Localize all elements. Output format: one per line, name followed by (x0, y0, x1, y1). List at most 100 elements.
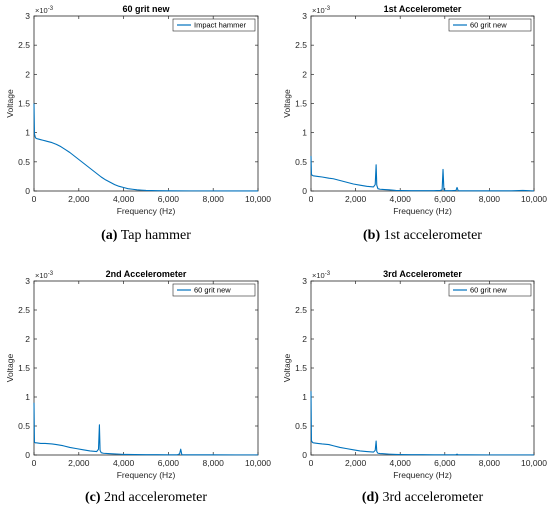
legend: Impact hammer (172, 18, 256, 32)
x-tick-label: 0 (309, 458, 314, 468)
x-tick-label: 2,000 (68, 194, 90, 204)
panel-caption-text: 1st accelerometer (380, 228, 482, 243)
panel-caption-text: 2nd accelerometer (101, 490, 208, 505)
x-tick-label: 10,000 (521, 194, 547, 204)
panel-caption: (a) Tap hammer (101, 228, 191, 243)
y-tick-label: 1.5 (18, 363, 30, 373)
legend-entry: 60 grit new (470, 21, 507, 30)
panel-caption: (c) 2nd accelerometer (85, 490, 207, 505)
x-tick-label: 8,000 (479, 194, 501, 204)
plot-area (310, 280, 535, 456)
y-tick-label: 1.5 (18, 99, 30, 109)
y-tick-label: 1 (302, 392, 307, 402)
legend-entry: 60 grit new (470, 286, 507, 295)
y-tick-label: 0 (25, 450, 30, 460)
y-tick-label: 1 (302, 128, 307, 138)
y-tick-label: 2 (25, 334, 30, 344)
x-tick-label: 10,000 (245, 458, 271, 468)
chart-title: 60 grit new (122, 4, 170, 14)
legend-box (172, 283, 256, 297)
x-tick-label: 2,000 (345, 458, 367, 468)
chart-title: 3rd Accelerometer (383, 269, 462, 279)
x-tick-label: 6,000 (158, 194, 180, 204)
x-tick-label: 8,000 (203, 458, 225, 468)
y-tick-label: 1.5 (295, 99, 307, 109)
y-tick-label: 2.5 (18, 40, 30, 50)
y-tick-label: 3 (25, 276, 30, 286)
series-line-1 (310, 155, 535, 192)
y-axis-label: Voltage (5, 89, 15, 118)
y-axis-label: Voltage (282, 89, 292, 118)
y-tick-label: 0.5 (295, 421, 307, 431)
plot-area (310, 15, 535, 192)
panel-caption-label: (a) (101, 228, 118, 243)
y-tick-label: 2 (302, 334, 307, 344)
legend-entry: 60 grit new (194, 286, 231, 295)
y-tick-label: 0 (302, 186, 307, 196)
y-exponent-label: ×10-3 (312, 6, 331, 15)
y-tick-label: 0.5 (18, 157, 30, 167)
panel-caption-text: Tap hammer (117, 228, 191, 243)
x-tick-label: 0 (32, 458, 37, 468)
y-tick-label: 1 (25, 392, 30, 402)
y-axis-label: Voltage (5, 354, 15, 383)
legend-box (448, 283, 532, 297)
x-tick-label: 10,000 (521, 458, 547, 468)
y-tick-label: 3 (25, 11, 30, 21)
x-tick-label: 4,000 (113, 458, 135, 468)
chart-title: 2nd Accelerometer (106, 269, 187, 279)
x-axis-label: Frequency (Hz) (117, 470, 176, 480)
x-tick-label: 8,000 (203, 194, 225, 204)
panel-caption: (d) 3rd accelerometer (362, 490, 484, 505)
legend: 60 grit new (448, 18, 532, 32)
y-tick-label: 0.5 (18, 421, 30, 431)
y-tick-label: 0.5 (295, 157, 307, 167)
y-tick-label: 0 (302, 450, 307, 460)
x-tick-label: 8,000 (479, 458, 501, 468)
x-tick-label: 6,000 (434, 194, 456, 204)
y-exponent-label: ×10-3 (312, 271, 331, 280)
x-tick-label: 4,000 (113, 194, 135, 204)
x-tick-label: 6,000 (158, 458, 180, 468)
panel-caption-label: (c) (85, 490, 101, 505)
y-tick-label: 3 (302, 276, 307, 286)
panel-caption-label: (d) (362, 490, 379, 505)
legend: 60 grit new (172, 283, 256, 297)
chart-panel-4: 0 2,000 4,000 6,000 8,000 10,000 0 0.5 1 1.5 2 2.5 3… (282, 269, 547, 505)
legend-box (172, 18, 256, 32)
legend: 60 grit new (448, 283, 532, 297)
x-tick-label: 0 (32, 194, 37, 204)
x-axis-label: Frequency (Hz) (393, 470, 452, 480)
x-tick-label: 2,000 (345, 194, 367, 204)
legend-box (448, 18, 532, 32)
chart-panel-2: 0 2,000 4,000 6,000 8,000 10,000 0 0.5 1 1.5 2 2.5 3… (282, 4, 547, 243)
chart-panel-1: 0 2,000 4,000 6,000 8,000 10,000 0 0.5 1 1.5 2 2.5 3… (5, 4, 271, 243)
x-tick-label: 10,000 (245, 194, 271, 204)
y-exponent-label: ×10-3 (35, 271, 54, 280)
plot-area (33, 280, 259, 456)
y-exponent-label: ×10-3 (35, 6, 54, 15)
plot-area (33, 15, 259, 192)
y-tick-label: 2.5 (295, 305, 307, 315)
y-tick-label: 1 (25, 128, 30, 138)
panel-caption: (b) 1st accelerometer (363, 228, 482, 243)
y-tick-label: 3 (302, 11, 307, 21)
x-tick-label: 2,000 (68, 458, 90, 468)
y-tick-label: 2 (302, 69, 307, 79)
series-line-1 (33, 402, 258, 456)
x-tick-label: 4,000 (390, 458, 412, 468)
y-tick-label: 2.5 (18, 305, 30, 315)
y-tick-label: 1.5 (295, 363, 307, 373)
chart-title: 1st Accelerometer (384, 4, 462, 14)
x-axis-label: Frequency (Hz) (393, 206, 452, 216)
legend-entry: Impact hammer (194, 21, 247, 30)
y-axis-label: Voltage (282, 354, 292, 383)
panel-caption-label: (b) (363, 228, 380, 243)
x-tick-label: 0 (309, 194, 314, 204)
y-tick-label: 2.5 (295, 40, 307, 50)
panel-caption-text: 3rd accelerometer (379, 490, 483, 505)
series-line-1 (33, 103, 258, 192)
x-axis-label: Frequency (Hz) (117, 206, 176, 216)
x-tick-label: 4,000 (390, 194, 412, 204)
